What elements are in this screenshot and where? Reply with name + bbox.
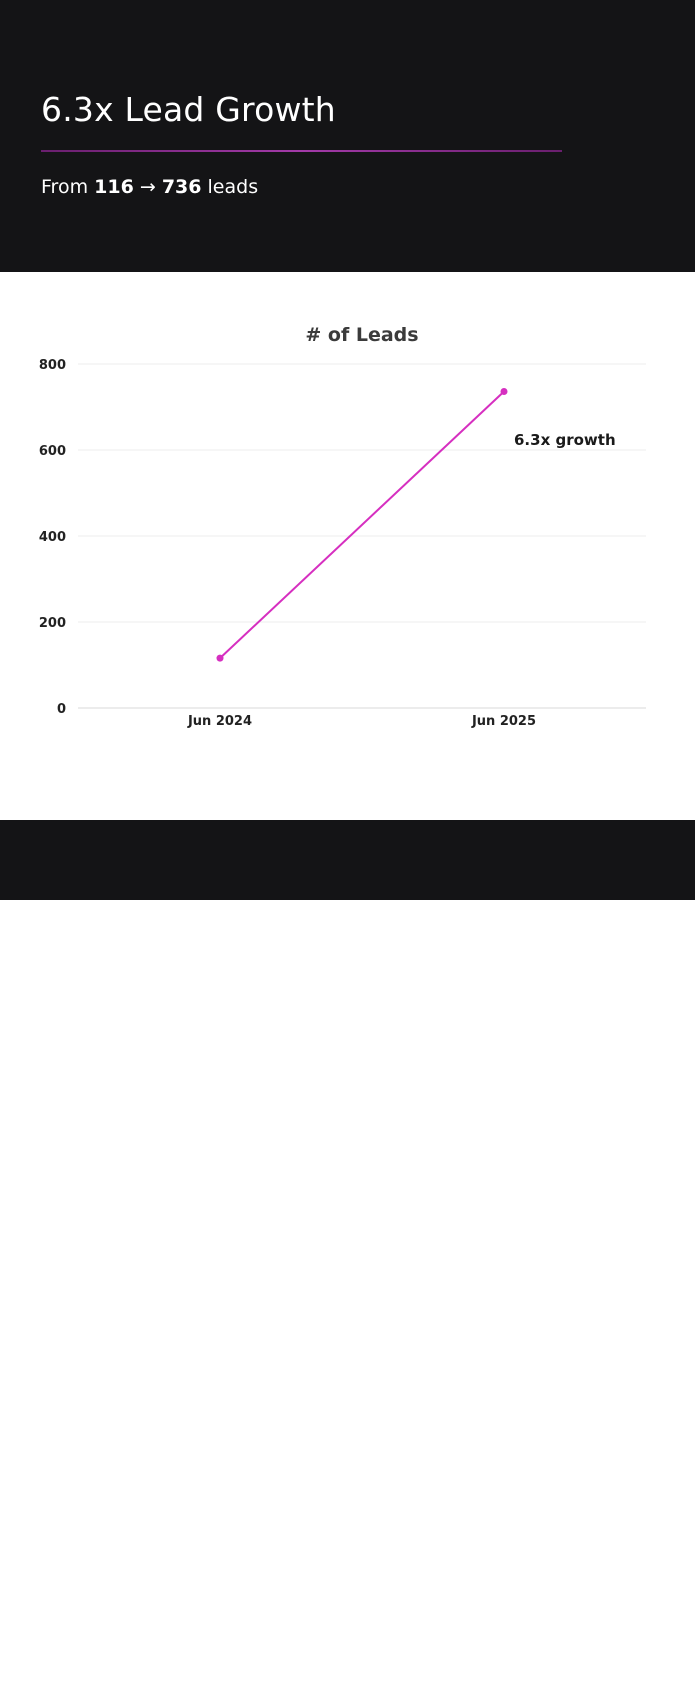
x-axis-ticks: Jun 2024 Jun 2025 <box>187 714 536 729</box>
y-tick-label: 400 <box>39 530 66 545</box>
summary-arrow: → <box>139 176 156 198</box>
chart-title: # of Leads <box>305 324 418 346</box>
chart-grid <box>78 363 646 709</box>
y-tick-label: 800 <box>39 358 66 373</box>
page-title: 6.3x Lead Growth <box>41 90 336 129</box>
footer-note: Comparable spend period <box>41 1669 262 1689</box>
y-axis-ticks: 0 200 400 600 800 <box>39 358 66 717</box>
summary-prefix: From <box>41 176 89 198</box>
header-panel: 6.3x Lead Growth From 116 → 736 leads <box>0 0 695 272</box>
summary-from-value: 116 <box>94 176 134 198</box>
lead-summary: From 116 → 736 leads <box>41 176 258 198</box>
chart-series <box>216 388 508 662</box>
summary-suffix: leads <box>207 176 259 198</box>
summary-to-value: 736 <box>161 176 202 198</box>
data-point <box>500 388 508 396</box>
growth-annotation: 6.3x growth <box>514 431 616 449</box>
series-line <box>219 390 505 659</box>
footer-panel: Comparable spend period <box>0 820 695 1689</box>
x-tick-label: Jun 2024 <box>187 714 252 729</box>
chart-panel: # of Leads 0 200 400 600 800 Jun 2024 Jun 202… <box>0 272 695 820</box>
title-divider <box>41 150 562 152</box>
data-point <box>216 654 224 662</box>
y-tick-label: 0 <box>57 702 66 717</box>
y-tick-label: 600 <box>39 444 66 459</box>
x-tick-label: Jun 2025 <box>471 714 536 729</box>
y-tick-label: 200 <box>39 616 66 631</box>
